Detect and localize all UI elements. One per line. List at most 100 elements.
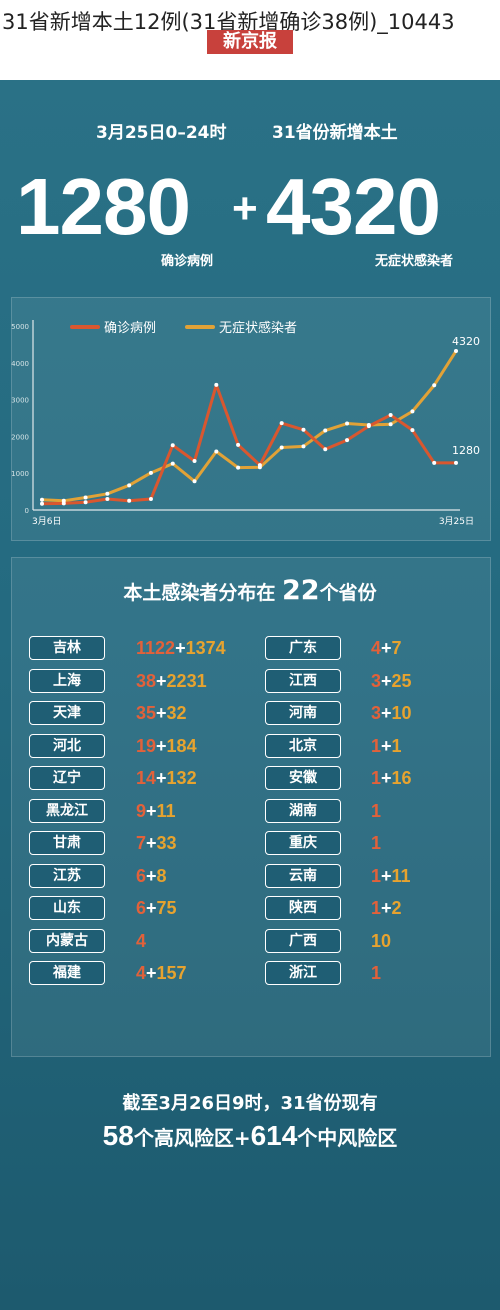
data-point bbox=[192, 479, 197, 484]
data-point bbox=[105, 491, 110, 496]
legend-label: 确诊病例 bbox=[104, 321, 156, 336]
province-value: 3+25 bbox=[371, 670, 412, 692]
distribution-title: 本土感染者分布在 22个省份 bbox=[0, 575, 500, 606]
confirmed-count: 3 bbox=[371, 703, 382, 723]
data-point bbox=[323, 428, 328, 433]
asymptomatic-count: 2231 bbox=[166, 670, 207, 691]
province-value: 1122+1374 bbox=[136, 637, 226, 659]
province-value: 3+10 bbox=[371, 702, 412, 724]
province-name: 福建 bbox=[29, 961, 105, 985]
plus-sign: + bbox=[146, 865, 157, 886]
province-value: 1 bbox=[371, 832, 381, 854]
data-point bbox=[105, 496, 110, 501]
end-label-asymptomatic: 4320 bbox=[452, 335, 480, 348]
data-point bbox=[170, 461, 175, 466]
plus-sign: + bbox=[146, 800, 157, 821]
province-name: 辽宁 bbox=[29, 766, 105, 790]
confirmed-count: 6 bbox=[136, 865, 147, 886]
x-end-label: 3月25日 bbox=[439, 516, 474, 527]
province-value: 4+157 bbox=[136, 962, 187, 984]
asymptomatic-total: 4320 bbox=[266, 162, 441, 251]
confirmed-label: 确诊病例 bbox=[161, 254, 214, 269]
province-name: 上海 bbox=[29, 668, 105, 693]
data-point bbox=[432, 383, 437, 388]
asymptomatic-count: 33 bbox=[156, 833, 177, 853]
data-point bbox=[432, 460, 437, 465]
province-name: 安徽 bbox=[265, 766, 341, 790]
plus-sign: + bbox=[175, 638, 186, 658]
data-point bbox=[410, 409, 415, 414]
province-name: 江苏 bbox=[29, 863, 105, 888]
legend-label: 无症状感染者 bbox=[219, 320, 297, 336]
province-name: 浙江 bbox=[265, 961, 341, 985]
data-point bbox=[192, 459, 197, 464]
data-point bbox=[214, 449, 219, 454]
province-value: 14+132 bbox=[136, 767, 197, 789]
brand-logo: 新京报 bbox=[207, 30, 293, 54]
data-point bbox=[345, 421, 350, 426]
distribution-title-prefix: 本土感染者分布在 bbox=[123, 582, 276, 604]
x-start-label: 3月6日 bbox=[32, 516, 61, 527]
province-name: 江西 bbox=[265, 668, 341, 693]
plus-sign: + bbox=[381, 898, 392, 918]
data-point bbox=[127, 483, 132, 488]
confirmed-total: 1280 bbox=[16, 162, 191, 251]
data-point bbox=[40, 501, 44, 506]
data-point bbox=[345, 438, 350, 443]
data-point bbox=[127, 498, 132, 503]
province-value: 1 bbox=[371, 800, 381, 822]
confirmed-count: 35 bbox=[136, 703, 157, 723]
plus-sign: + bbox=[146, 833, 157, 853]
asymptomatic-count: 1 bbox=[391, 735, 402, 756]
asymptomatic-count: 184 bbox=[166, 735, 197, 756]
province-name: 陕西 bbox=[265, 896, 341, 920]
confirmed-count: 9 bbox=[136, 800, 147, 821]
trend-chart: 0 1000 2000 3000 4000 5000 3月6日 3月25日 确诊病例 无症状感染者… bbox=[11, 320, 480, 527]
confirmed-count: 7 bbox=[136, 833, 147, 853]
province-value: 4 bbox=[136, 930, 146, 952]
province-name: 河南 bbox=[265, 701, 341, 725]
province-value: 4+7 bbox=[371, 637, 402, 659]
asymptomatic-count: 32 bbox=[166, 703, 187, 723]
asymptomatic-count: 16 bbox=[391, 768, 412, 788]
province-value: 6+75 bbox=[136, 897, 177, 919]
date-label: 3月25日0–24时 bbox=[96, 123, 227, 143]
data-point bbox=[454, 349, 458, 354]
data-point bbox=[83, 500, 88, 505]
province-value: 7+33 bbox=[136, 832, 177, 854]
data-point bbox=[279, 445, 284, 450]
end-label-confirmed: 1280 bbox=[452, 444, 480, 457]
plus-sign: + bbox=[156, 703, 167, 723]
province-name: 广东 bbox=[265, 636, 341, 660]
province-name: 河北 bbox=[29, 733, 105, 758]
y-tick-label: 5000 bbox=[11, 323, 29, 331]
confirmed-count: 1 bbox=[371, 800, 382, 821]
asymptomatic-count: 132 bbox=[166, 768, 197, 788]
asymptomatic-count: 25 bbox=[391, 670, 412, 691]
province-value: 6+8 bbox=[136, 865, 167, 887]
asymptomatic-count: 1374 bbox=[185, 638, 226, 658]
plus-sign: + bbox=[381, 865, 392, 886]
province-value: 38+2231 bbox=[136, 670, 207, 692]
data-point bbox=[323, 447, 328, 452]
data-point bbox=[148, 496, 153, 501]
data-point bbox=[236, 442, 241, 447]
province-name: 湖南 bbox=[265, 798, 341, 823]
series-line bbox=[41, 383, 456, 506]
confirmed-count: 1 bbox=[371, 735, 382, 756]
province-name: 甘肃 bbox=[29, 831, 105, 855]
province-value: 35+32 bbox=[136, 702, 187, 724]
plus-sign: + bbox=[156, 670, 167, 691]
data-point bbox=[214, 382, 219, 387]
footer-line1: 截至3月26日9时，31省份现有 bbox=[122, 1093, 378, 1114]
data-point bbox=[257, 463, 262, 468]
plus-sign: + bbox=[146, 963, 157, 983]
asymptomatic-count: 11 bbox=[391, 865, 411, 886]
y-tick-label: 0 bbox=[25, 507, 29, 515]
asymptomatic-count: 157 bbox=[156, 963, 187, 983]
y-tick-label: 4000 bbox=[11, 360, 29, 368]
data-point bbox=[388, 413, 393, 418]
confirmed-count: 1 bbox=[371, 963, 382, 983]
province-name: 吉林 bbox=[29, 636, 105, 660]
data-point bbox=[301, 444, 306, 449]
